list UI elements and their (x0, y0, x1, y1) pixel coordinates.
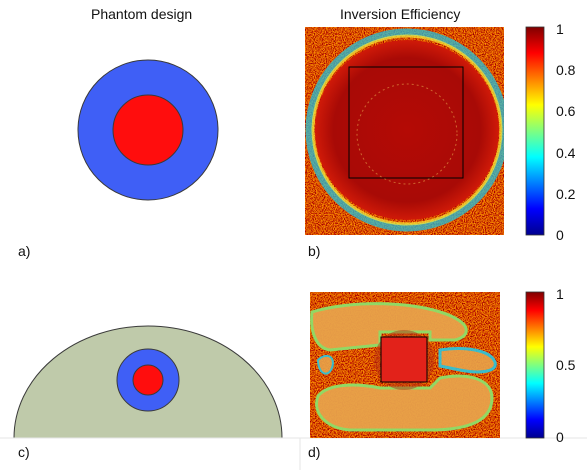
body-design-c (13, 325, 283, 439)
roi-box (348, 66, 464, 179)
map-ring (305, 28, 504, 232)
colorbar-top (525, 26, 545, 236)
colorbar-top-tick-0: 0 (556, 227, 564, 243)
panel-label-a: a) (18, 243, 31, 259)
colorbar-bottom-tick-1: 1 (556, 286, 564, 302)
colorbar-top-tick-0.4: 0.4 (556, 145, 576, 161)
body-inner-disc (132, 364, 164, 396)
colorbar-bottom-tick-0: 0 (556, 429, 564, 445)
panel-label-b: b) (308, 243, 321, 259)
map-disc (315, 40, 499, 220)
panel-label-c: c) (18, 444, 30, 460)
colorbar-top-tick-1: 1 (556, 21, 564, 37)
colorbar-top-tick-0.2: 0.2 (556, 186, 576, 202)
inversion-efficiency-title: Inversion Efficiency (340, 6, 461, 22)
phantom-design-title: Phantom design (91, 6, 193, 22)
panel-label-d: d) (308, 444, 321, 460)
phantom-inner-disc (112, 94, 184, 166)
colorbar-top-tick-0.8: 0.8 (556, 62, 576, 78)
colorbar-bottom-tick-0.5: 0.5 (556, 357, 576, 373)
colorbar-top-tick-0.6: 0.6 (556, 103, 576, 119)
efficiency-map-d (310, 292, 500, 438)
vivo-roi-fill (381, 337, 427, 382)
efficiency-map-b (305, 27, 504, 235)
vivo-roi-box (380, 336, 428, 383)
colorbar-bottom (525, 291, 545, 439)
phantom-design-a (77, 59, 219, 201)
